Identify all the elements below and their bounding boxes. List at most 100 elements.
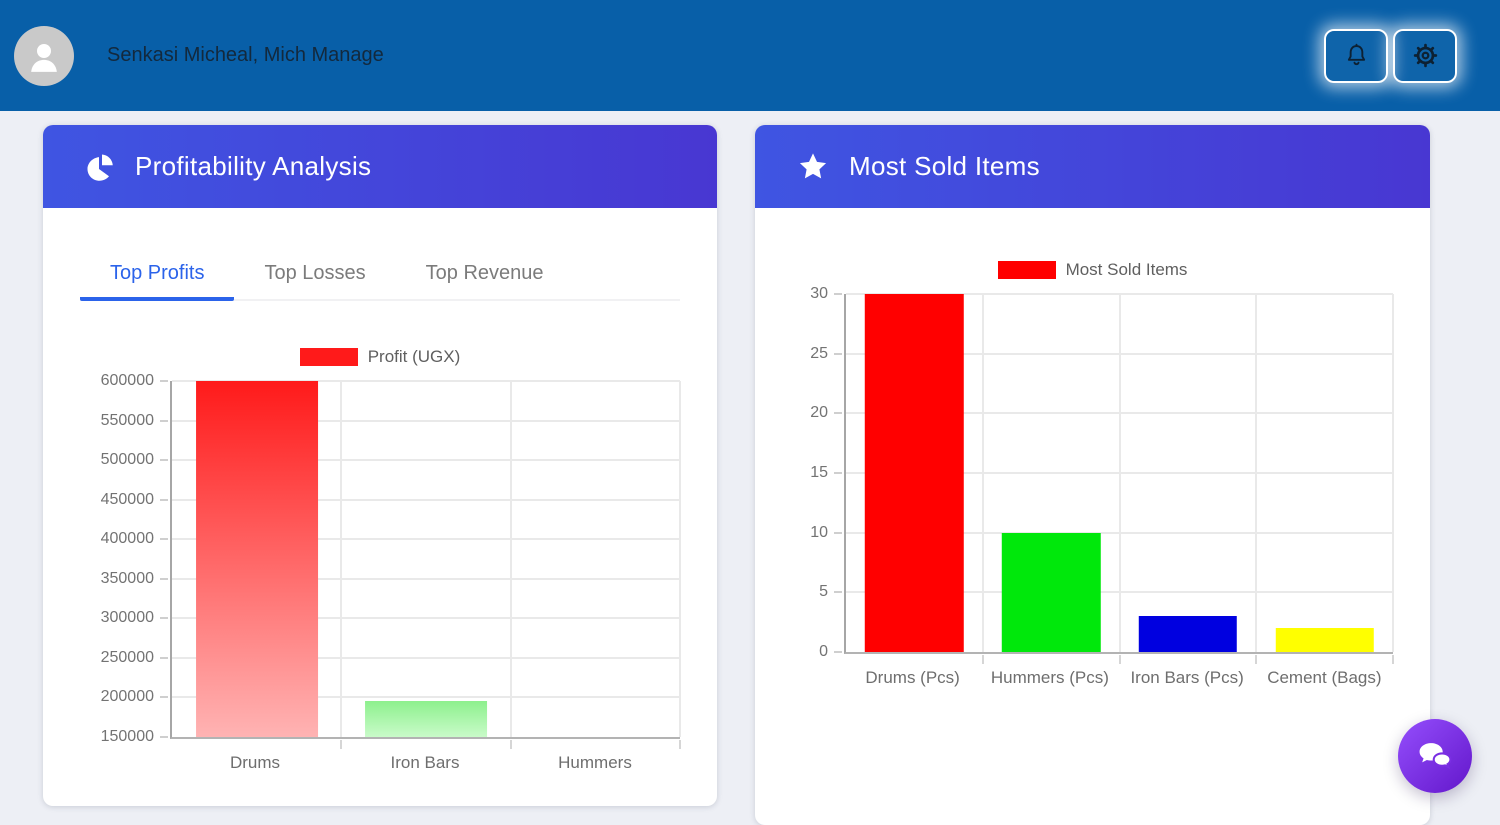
y-axis-label: 30 [810, 285, 828, 302]
x-tick [340, 740, 343, 749]
x-axis-label: Iron Bars [390, 753, 460, 772]
gridline-vertical [340, 381, 343, 737]
user-icon [31, 43, 57, 72]
most-sold-card-body: Most Sold Items 0 5 10 15 20 25 30 Drums (Pcs) Hu… [755, 260, 1430, 688]
y-tick [160, 498, 168, 501]
gridline [172, 538, 680, 541]
gridline [172, 696, 680, 699]
x-axis-labels: Drums (Pcs) Hummers (Pcs) Iron Bars (Pcs) C… [844, 654, 1393, 688]
gridline-vertical [509, 381, 512, 737]
tab-top-losses[interactable]: Top Losses [264, 262, 366, 284]
avatar[interactable] [14, 25, 74, 86]
bar-cement-bags[interactable] [1275, 628, 1374, 652]
x-axis-label: Drums (Pcs) [865, 668, 960, 687]
legend-label: Profit (UGX) [367, 347, 461, 366]
gridline-vertical [981, 294, 984, 652]
gridline [172, 498, 680, 501]
bar-iron-bars-pcs[interactable] [1138, 616, 1238, 652]
y-tick [160, 696, 168, 699]
y-axis-label: 0 [819, 643, 828, 660]
user-name: Senkasi Micheal, Mich Manage [107, 44, 384, 66]
x-tick [1255, 655, 1258, 664]
legend-swatch [997, 261, 1056, 279]
x-axis-label: Iron Bars (Pcs) [1130, 668, 1244, 687]
bar-hummers-pcs[interactable] [1001, 532, 1101, 652]
most-sold-bar-chart[interactable]: Most Sold Items 0 5 10 15 20 25 30 Drums (Pcs) Hu… [792, 260, 1394, 688]
gridline [172, 459, 680, 462]
tabs: Top Profits Top Losses Top Revenue [80, 250, 680, 301]
gridline [172, 656, 680, 659]
x-axis-labels: Drums Iron Bars Hummers [170, 739, 680, 773]
y-tick [834, 412, 842, 415]
x-tick [509, 740, 512, 749]
y-tick [160, 380, 168, 382]
topbar-actions [1324, 28, 1457, 83]
y-tick [834, 352, 842, 355]
profit-bar-chart[interactable]: Profit (UGX) 150000 200000 250000 300000 3500… [80, 347, 681, 773]
y-tick [160, 736, 168, 738]
x-axis-label: Cement (Bags) [1267, 668, 1382, 687]
y-axis-label: 300000 [100, 609, 154, 627]
y-tick [160, 538, 168, 541]
x-tick [679, 740, 681, 749]
y-axis-label: 20 [810, 404, 828, 422]
chat-button[interactable] [1398, 719, 1472, 793]
y-tick [160, 419, 168, 422]
gridline [172, 419, 680, 422]
gridline [172, 617, 680, 620]
legend-swatch [299, 348, 358, 366]
bell-icon [1347, 43, 1365, 66]
x-axis-label: Hummers [558, 753, 632, 772]
bar-drums[interactable] [195, 381, 318, 737]
plot-area: 0 5 10 15 20 25 30 [810, 286, 1394, 664]
x-tick [1392, 655, 1394, 664]
legend-label: Most Sold Items [1065, 260, 1188, 279]
bar-drums-pcs[interactable] [865, 294, 964, 652]
chat-icon [1419, 743, 1452, 770]
y-tick [834, 591, 842, 594]
gridline-vertical [1392, 294, 1394, 652]
settings-button[interactable] [1393, 28, 1457, 83]
star-icon [799, 152, 827, 178]
bar-iron-bars[interactable] [365, 701, 487, 737]
most-sold-card-header: Most Sold Items [755, 125, 1430, 208]
y-tick [834, 472, 842, 474]
y-axis-label: 500000 [100, 451, 154, 469]
tab-top-revenue[interactable]: Top Revenue [425, 262, 544, 284]
card-title: Profitability Analysis [135, 151, 372, 181]
y-tick [834, 293, 842, 295]
profitability-card-header: Profitability Analysis [43, 125, 717, 208]
y-axis-label: 250000 [100, 648, 154, 666]
dashboard-cards: Profitability Analysis Top Profits Top L… [0, 111, 1500, 825]
notifications-button[interactable] [1324, 28, 1388, 83]
y-axis-label: 150000 [100, 728, 154, 745]
gear-icon [1413, 43, 1437, 68]
chart-legend[interactable]: Most Sold Items [792, 260, 1393, 280]
y-tick [160, 656, 168, 659]
chart-legend[interactable]: Profit (UGX) [80, 347, 680, 367]
y-tick [160, 459, 168, 462]
y-tick [834, 531, 842, 534]
top-header: Senkasi Micheal, Mich Manage [0, 0, 1500, 111]
y-tick [834, 651, 842, 653]
pie-chart-icon [87, 154, 113, 181]
y-axis-label: 450000 [100, 490, 154, 508]
gridline-vertical [1255, 294, 1258, 652]
profitability-card-body: Top Profits Top Losses Top Revenue Profi… [43, 250, 717, 773]
card-title: Most Sold Items [849, 151, 1040, 181]
profitability-card: Profitability Analysis Top Profits Top L… [43, 125, 717, 806]
x-axis-label: Drums [229, 753, 281, 772]
y-axis-label: 5 [819, 583, 828, 601]
y-tick [160, 577, 168, 580]
gridline-vertical [679, 381, 681, 737]
gridline-vertical [1118, 294, 1121, 652]
y-axis-label: 550000 [100, 411, 154, 429]
tab-top-profits[interactable]: Top Profits [80, 250, 235, 301]
x-tick [1118, 655, 1121, 664]
y-axis-label: 600000 [100, 372, 154, 389]
most-sold-card: Most Sold Items Most Sold Items 0 5 10 15 20 2… [755, 125, 1430, 825]
gridline [172, 380, 680, 382]
y-axis-label: 15 [810, 464, 828, 481]
y-axis-label: 400000 [100, 530, 154, 548]
y-axis-label: 350000 [100, 569, 154, 587]
